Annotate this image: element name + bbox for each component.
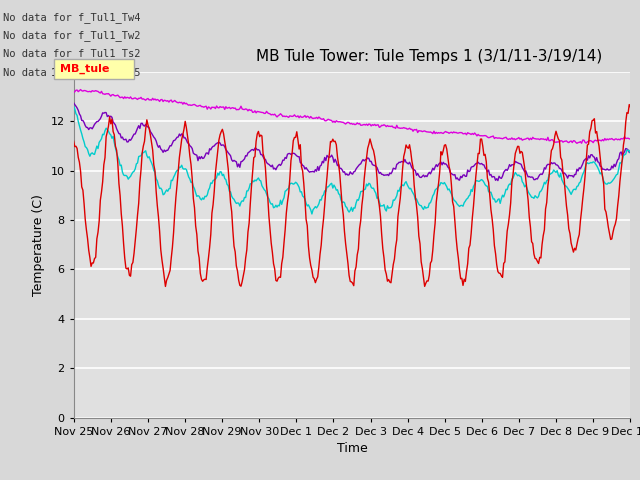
Text: No data for f_Tul1_Ts5: No data for f_Tul1_Ts5	[3, 67, 141, 78]
Text: No data for f_Tul1_Tw4: No data for f_Tul1_Tw4	[3, 12, 141, 23]
Text: MB Tule Tower: Tule Temps 1 (3/1/11-3/19/14): MB Tule Tower: Tule Temps 1 (3/1/11-3/19…	[256, 49, 603, 64]
X-axis label: Time: Time	[337, 442, 367, 455]
Y-axis label: Temperature (C): Temperature (C)	[32, 194, 45, 296]
Text: No data for f_Tul1_Tw2: No data for f_Tul1_Tw2	[3, 30, 141, 41]
Legend: Tul1_Tw+10cm, Tul1_Ts-8cm, Tul1_Ts-16cm, Tul1_Ts-32cm: Tul1_Tw+10cm, Tul1_Ts-8cm, Tul1_Ts-16cm,…	[104, 478, 600, 480]
Text: No data for f_Tul1_Ts2: No data for f_Tul1_Ts2	[3, 48, 141, 60]
Text: MB_tule: MB_tule	[60, 64, 109, 74]
